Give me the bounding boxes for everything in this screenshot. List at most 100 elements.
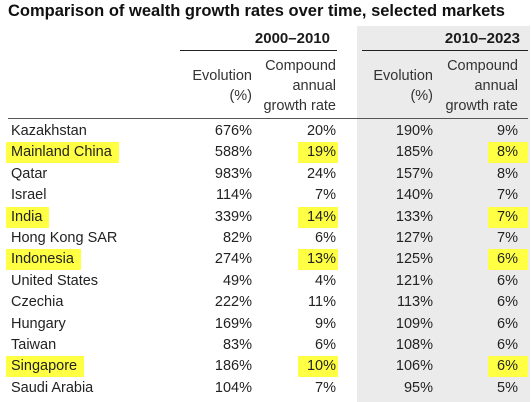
evolution-2010-2023: 133% (395, 208, 433, 225)
evolution-2010-2023: 113% (396, 294, 433, 311)
period-rule-2000-2010 (180, 50, 337, 51)
cagr-2000-2010: 19% (306, 144, 336, 161)
highlight-marker (6, 206, 50, 228)
highlight-marker (488, 356, 528, 378)
cagr-2010-2023: 7% (497, 230, 518, 246)
evolution-2000-2010: 983% (214, 165, 252, 182)
highlight-marker (298, 142, 338, 164)
cagr-2010-2023: 6% (497, 337, 518, 353)
evolution-2010-2023: 140% (395, 187, 433, 204)
table-row: Singapore 186% 10% 106% 6% (0, 356, 532, 378)
evolution-2010-2023: 108% (395, 337, 433, 353)
highlight-marker (6, 356, 85, 378)
cagr-2010-2023: 6% (497, 272, 518, 289)
table-row: Hungary 169% 9% 109% 6% (0, 314, 532, 335)
cagr-2000-2010: 13% (306, 251, 336, 268)
cagr-2010-2023: 6% (497, 358, 518, 375)
evolution-2000-2010: 83% (222, 337, 252, 353)
table-row: Israel 114% 7% 140% 7% (0, 185, 532, 206)
cagr-2010-2023: 6% (497, 315, 518, 332)
evolution-header-1-line2: (%) (229, 88, 252, 104)
evolution-2000-2010: 274% (214, 251, 252, 268)
evolution-2000-2010: 588% (214, 144, 252, 161)
cagr-header-1-line3: growth rate (263, 98, 336, 114)
table-row: Saudi Arabia 104% 7% 95% 5% (0, 378, 532, 399)
country-name: Israel (11, 187, 47, 204)
cagr-2010-2023: 6% (497, 251, 518, 268)
table-row: India 339% 14% 133% 7% (0, 206, 532, 228)
cagr-header-1-line1: Compound (265, 58, 336, 74)
evolution-2010-2023: 190% (395, 123, 433, 139)
country-name: India (11, 208, 43, 225)
evolution-2000-2010: 82% (222, 230, 252, 246)
highlight-marker (6, 249, 81, 271)
evolution-2000-2010: 339% (214, 208, 252, 225)
highlight-marker (488, 206, 528, 228)
evolution-header-2: Evolution (%) (360, 66, 433, 106)
evolution-2000-2010: 104% (214, 379, 252, 396)
country-name: Kazakhstan (11, 123, 87, 139)
country-name: Singapore (11, 358, 78, 375)
cagr-2010-2023: 6% (497, 294, 518, 311)
evolution-2010-2023: 127% (395, 230, 433, 246)
table-row: Indonesia 274% 13% 125% 6% (0, 249, 532, 271)
evolution-2010-2023: 95% (403, 379, 433, 396)
country-name: Taiwan (11, 337, 57, 353)
table-row: United States 49% 4% 121% 6% (0, 271, 532, 292)
cagr-2000-2010: 24% (306, 165, 336, 182)
cagr-header-1-line2: annual (292, 78, 336, 94)
country-name: Qatar (11, 165, 48, 182)
period-header-2000-2010: 2000–2010 (254, 30, 330, 47)
table-title: Comparison of wealth growth rates over t… (8, 2, 505, 20)
table-row: Qatar 983% 24% 157% 8% (0, 164, 532, 185)
cagr-2000-2010: 4% (315, 272, 336, 289)
country-name: Hong Kong SAR (11, 230, 118, 246)
cagr-2000-2010: 14% (306, 208, 336, 225)
cagr-2000-2010: 20% (306, 123, 336, 139)
country-name: Indonesia (11, 251, 74, 268)
header-divider (8, 118, 528, 119)
cagr-2010-2023: 7% (497, 187, 518, 204)
cagr-header-2-line3: growth rate (445, 98, 518, 114)
cagr-2000-2010: 7% (315, 379, 336, 396)
cagr-2010-2023: 7% (497, 208, 518, 225)
evolution-2000-2010: 186% (214, 358, 252, 375)
table-row: Czechia 222% 11% 113% 6% (0, 292, 532, 313)
highlight-marker (298, 206, 338, 228)
evolution-2000-2010: 49% (222, 272, 252, 289)
cagr-header-2: Compound annual growth rate (436, 56, 518, 116)
highlight-marker (488, 249, 528, 271)
cagr-2000-2010: 6% (315, 230, 336, 246)
table-row: Kazakhstan 676% 20% 190% 9% (0, 121, 532, 142)
evolution-2000-2010: 169% (214, 315, 252, 332)
country-name: Mainland China (11, 144, 112, 161)
highlight-marker (298, 356, 338, 378)
evolution-2000-2010: 676% (214, 123, 252, 139)
cagr-2000-2010: 10% (306, 358, 336, 375)
highlight-marker (298, 249, 338, 271)
evolution-header-2-line2: (%) (410, 88, 433, 104)
cagr-2000-2010: 9% (315, 315, 336, 332)
table-row: Taiwan 83% 6% 108% 6% (0, 335, 532, 356)
country-name: Saudi Arabia (11, 379, 94, 396)
evolution-2000-2010: 114% (215, 187, 252, 204)
country-name: Czechia (11, 294, 64, 311)
cagr-header-2-line1: Compound (447, 58, 518, 74)
cagr-header-1: Compound annual growth rate (256, 56, 336, 116)
cagr-2000-2010: 7% (315, 187, 336, 204)
cagr-2010-2023: 8% (497, 144, 518, 161)
evolution-2000-2010: 222% (214, 294, 252, 311)
cagr-2000-2010: 6% (315, 337, 336, 353)
evolution-2010-2023: 109% (395, 315, 433, 332)
period-rule-2010-2023 (362, 50, 528, 51)
evolution-header-1: Evolution (%) (180, 66, 252, 106)
evolution-header-1-line1: Evolution (192, 68, 252, 84)
evolution-2010-2023: 157% (395, 165, 433, 182)
table-row: Mainland China 588% 19% 185% 8% (0, 142, 532, 164)
cagr-2010-2023: 8% (497, 165, 518, 182)
country-name: United States (11, 272, 99, 289)
highlight-marker (488, 142, 528, 164)
evolution-2010-2023: 185% (395, 144, 433, 161)
period-header-2010-2023: 2010–2023 (444, 30, 520, 47)
cagr-2010-2023: 9% (497, 123, 518, 139)
